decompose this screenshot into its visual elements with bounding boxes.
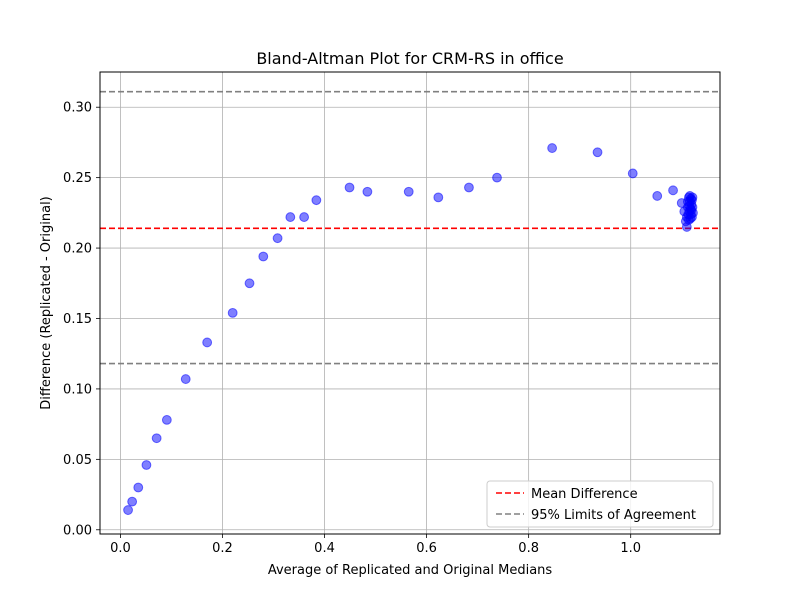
legend-mean-label: Mean Difference: [531, 487, 638, 502]
data-point: [344, 182, 355, 193]
grid-lines: [100, 72, 720, 534]
data-point: [227, 307, 238, 318]
legend: Mean Difference 95% Limits of Agreement: [486, 480, 714, 528]
data-point: [362, 186, 373, 197]
y-tick-label: 0.10: [63, 382, 92, 397]
data-point: [433, 192, 444, 203]
legend-box: [486, 480, 714, 528]
y-tick-label: 0.20: [63, 242, 92, 257]
reference-lines: [100, 90, 720, 365]
axis-ticks: 0.0 0.2 0.4 0.6 0.8 1.0 0.00 0.05 0.10 0.15 0.20 0.…: [63, 101, 641, 556]
data-point: [202, 337, 213, 348]
y-tick-label: 0.30: [63, 101, 92, 116]
x-tick-label: 1.0: [620, 541, 641, 556]
x-tick-label: 0.8: [518, 541, 539, 556]
data-point: [687, 192, 698, 203]
y-tick-label: 0.25: [63, 171, 92, 186]
y-tick-label: 0.05: [63, 453, 92, 468]
data-point: [161, 415, 172, 425]
data-point: [403, 186, 414, 197]
y-tick-label: 0.00: [63, 523, 92, 538]
x-tick-label: 0.2: [212, 541, 233, 556]
x-tick-label: 0.0: [110, 541, 131, 556]
data-point: [258, 251, 269, 262]
plot-frame: [99, 71, 721, 535]
data-point: [547, 143, 558, 153]
x-tick-label: 0.6: [416, 541, 437, 556]
data-point: [141, 460, 152, 470]
x-axis-label: Average of Replicated and Original Media…: [268, 563, 553, 578]
data-point: [688, 207, 698, 218]
chart-title: Bland-Altman Plot for CRM-RS in office: [256, 49, 563, 68]
data-point: [272, 233, 283, 244]
data-point: [627, 168, 638, 179]
data-point: [151, 433, 162, 444]
data-point: [123, 505, 133, 515]
data-point: [652, 191, 663, 201]
y-axis-label: Difference (Replicated - Original): [39, 196, 54, 410]
data-point: [311, 195, 322, 206]
data-point: [244, 278, 255, 289]
data-point: [592, 147, 603, 158]
data-point: [285, 212, 296, 222]
y-tick-label: 0.15: [63, 312, 92, 327]
data-points: [123, 143, 698, 515]
legend-loa-label: 95% Limits of Agreement: [531, 508, 696, 523]
data-point: [133, 482, 144, 493]
data-point: [299, 212, 310, 222]
data-point: [668, 185, 678, 196]
data-point: [127, 496, 138, 507]
data-point: [492, 172, 502, 183]
x-tick-label: 0.4: [314, 541, 335, 556]
data-point: [464, 182, 474, 193]
data-point: [180, 374, 191, 384]
